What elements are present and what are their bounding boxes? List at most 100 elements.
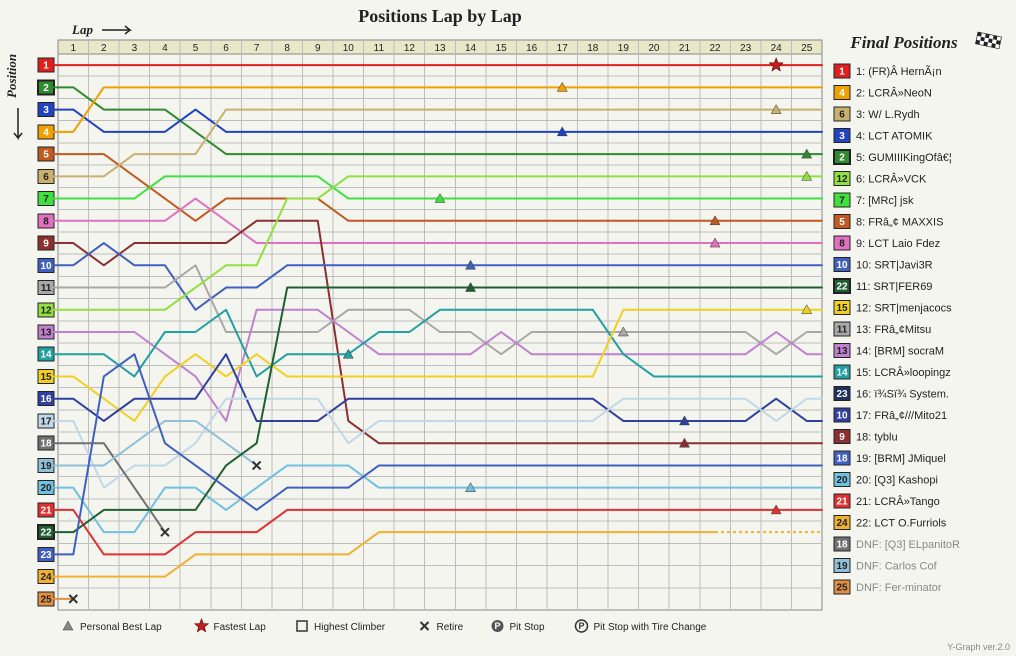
svg-text:22: 22 — [40, 528, 52, 539]
legend-entry: 1113: FRâ„¢Mitsu — [834, 322, 931, 336]
lap-tick: 12 — [404, 43, 416, 54]
svg-text:2: 2 — [43, 83, 49, 94]
start-box: 20 — [38, 481, 54, 495]
lap-tick: 24 — [771, 43, 783, 54]
key-label: Fastest Lap — [214, 622, 267, 633]
lap-tick: 8 — [284, 43, 290, 54]
legend-label: 12: SRT|menjacocs — [856, 303, 952, 315]
key-label: Pit Stop with Tire Change — [594, 622, 707, 633]
legend-label: 22: LCT O.Furriols — [856, 518, 947, 530]
svg-text:6: 6 — [839, 110, 845, 121]
start-box: 11 — [38, 281, 54, 295]
legend-label: 4: LCT ATOMIK — [856, 131, 933, 143]
svg-text:18: 18 — [836, 454, 848, 465]
position-arrow-icon — [14, 108, 22, 138]
legend-entry: 15 12: SRT|menjacocs — [834, 301, 952, 315]
svg-text:3: 3 — [43, 105, 49, 116]
svg-text:7: 7 — [43, 194, 49, 205]
start-box: 18 — [38, 436, 54, 450]
start-box: 25 — [38, 592, 54, 606]
legend-label: 9: LCT Laio Fdez — [856, 238, 940, 250]
svg-text:19: 19 — [40, 461, 52, 472]
star-icon — [770, 58, 783, 71]
lap-tick: 9 — [315, 43, 321, 54]
svg-text:12: 12 — [836, 174, 848, 185]
svg-text:13: 13 — [40, 328, 52, 339]
start-box: 14 — [38, 347, 54, 361]
svg-text:15: 15 — [836, 303, 848, 314]
key-label: Highest Climber — [314, 622, 386, 633]
start-box: 13 — [38, 325, 54, 339]
position-axis-label: Position — [4, 54, 19, 98]
svg-text:10: 10 — [836, 260, 848, 271]
legend-label: DNF: Fer-minator — [856, 582, 942, 594]
legend-label: 21: LCRÂ»Tango — [856, 495, 940, 508]
lap-tick: 15 — [496, 43, 508, 54]
start-box: 10 — [38, 258, 54, 272]
legend-entry: 18DNF: [Q3] ELpanitoR — [834, 537, 960, 551]
lap-tick: 11 — [374, 43, 385, 54]
legend-entry: 19DNF: Carlos Cof — [834, 559, 938, 573]
legend-entry: 42: LCRÂ»NeoN — [834, 86, 932, 100]
svg-text:9: 9 — [43, 239, 49, 250]
chart-root: 1234567891011121314151617181920212223242… — [0, 0, 1016, 656]
lap-tick: 18 — [587, 43, 599, 54]
legend-entry: 2316: ï¾Sï¾ System. — [834, 387, 949, 401]
svg-text:23: 23 — [40, 550, 52, 561]
svg-text:20: 20 — [836, 475, 848, 486]
x-icon — [421, 622, 429, 630]
lap-tick: 2 — [101, 43, 107, 54]
legend-entry: 2020: [Q3] Kashopi — [834, 473, 938, 487]
legend-label: 5: GUMIIIKingOfâ€¦ — [856, 152, 952, 164]
svg-text:22: 22 — [836, 282, 848, 293]
start-box: 4 — [38, 125, 54, 139]
star-icon — [195, 619, 208, 632]
lap-tick: 5 — [193, 43, 199, 54]
svg-text:P: P — [494, 621, 500, 631]
lap-arrow-icon — [102, 26, 130, 34]
svg-text:7: 7 — [839, 196, 845, 207]
start-box: 7 — [38, 192, 54, 206]
start-box: 16 — [38, 392, 54, 406]
svg-text:25: 25 — [40, 594, 52, 605]
start-box: 5 — [38, 147, 54, 161]
legend-label: 14: [BRM] socraM — [856, 346, 944, 358]
lap-tick: 4 — [162, 43, 168, 54]
square-icon — [297, 621, 307, 631]
start-box: 24 — [38, 570, 54, 584]
legend-entry: 126: LCRÂ»VCK — [834, 172, 927, 186]
lap-tick: 3 — [132, 43, 138, 54]
lap-tick: 19 — [618, 43, 630, 54]
start-box: 3 — [38, 103, 54, 117]
lap-tick: 16 — [526, 43, 538, 54]
legend-entry: 1017: FRâ„¢///Mito21 — [834, 408, 947, 422]
svg-text:19: 19 — [836, 561, 848, 572]
legend-entry: 8 9: LCT Laio Fdez — [834, 236, 940, 250]
start-box: 8 — [38, 214, 54, 228]
legend-entry: 25: GUMIIIKingOfâ€¦ — [834, 150, 952, 164]
svg-text:13: 13 — [836, 346, 848, 357]
legend-label: 8: FRâ„¢ MAXXIS — [856, 217, 943, 229]
svg-text:10: 10 — [40, 261, 52, 272]
legend-entry: 77: [MRc] jsk — [834, 193, 914, 207]
svg-text:3: 3 — [839, 131, 845, 142]
svg-text:P: P — [578, 621, 584, 631]
legend-label: 16: ï¾Sï¾ System. — [856, 389, 949, 401]
legend-entry: 3 4: LCT ATOMIK — [834, 129, 933, 143]
lap-tick: 10 — [343, 43, 355, 54]
lap-tick: 20 — [648, 43, 660, 54]
start-box: 12 — [38, 303, 54, 317]
legend-entry: 63: W/ L.Rydh — [834, 107, 920, 121]
checkered-flag-icon — [976, 32, 1002, 49]
lap-tick: 22 — [709, 43, 721, 54]
svg-text:20: 20 — [40, 483, 52, 494]
legend-entry: 2422: LCT O.Furriols — [834, 516, 947, 530]
lap-tick: 21 — [679, 43, 691, 54]
svg-text:11: 11 — [837, 325, 848, 336]
key-label: Pit Stop — [510, 622, 545, 633]
legend-entry: 1819: [BRM] JMiquel — [834, 451, 946, 465]
svg-text:18: 18 — [40, 439, 52, 450]
chart-title: Positions Lap by Lap — [358, 6, 522, 26]
svg-text:8: 8 — [839, 239, 845, 250]
svg-text:21: 21 — [836, 497, 848, 508]
